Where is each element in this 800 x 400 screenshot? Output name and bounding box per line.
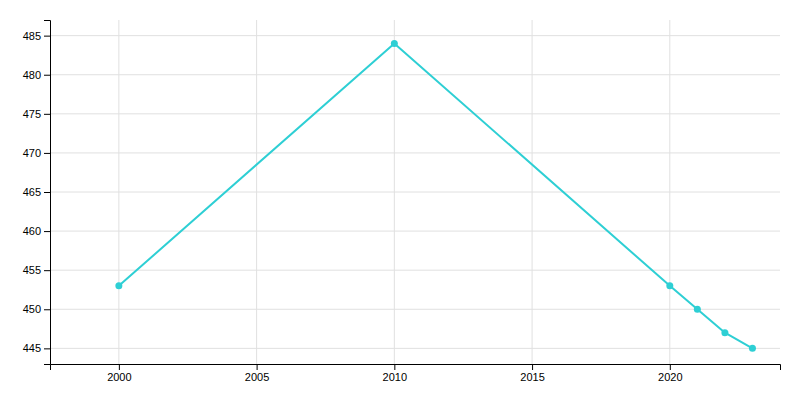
tick-mark (394, 364, 395, 370)
tick-mark (670, 364, 671, 370)
tick-label: 2010 (383, 371, 407, 383)
tick: 475 (23, 108, 50, 120)
tick: 450 (23, 303, 50, 315)
tick: 485 (23, 30, 50, 42)
tick-mark (44, 114, 50, 115)
tick-mark (44, 36, 50, 37)
tick: 2020 (658, 364, 682, 383)
tick-label: 2000 (107, 371, 131, 383)
tick-mark (532, 364, 533, 370)
tick-label: 2005 (245, 371, 269, 383)
tick: 460 (23, 225, 50, 237)
chart: 2000 2005 2010 2015 2020 445 450 455 460 465 470 47… (0, 0, 800, 400)
grid-line-y (50, 113, 780, 114)
y-axis: 445 450 455 460 465 470 475 480 485 (23, 21, 51, 365)
grid-line-y (50, 309, 780, 310)
tick-label: 455 (23, 264, 41, 276)
tick: 2010 (383, 364, 407, 383)
grid-line-y (50, 270, 780, 271)
tick-label: 485 (23, 30, 41, 42)
tick-mark (257, 364, 258, 370)
line (119, 43, 753, 348)
point (115, 282, 122, 289)
tick-label: 2015 (520, 371, 544, 383)
tick-label: 480 (23, 69, 41, 81)
point (749, 345, 756, 352)
tick: 2000 (107, 364, 131, 383)
point (721, 329, 728, 336)
grid-line-y (50, 74, 780, 75)
tick-mark (44, 192, 50, 193)
grid (50, 20, 780, 364)
tick: 480 (23, 69, 50, 81)
tick: 445 (23, 342, 50, 354)
x-axis-line (51, 365, 781, 371)
tick-mark (119, 364, 120, 370)
tick-mark (44, 270, 50, 271)
tick-label: 475 (23, 108, 41, 120)
tick-label: 2020 (658, 371, 682, 383)
tick-label: 465 (23, 186, 41, 198)
tick-label: 445 (23, 342, 41, 354)
marks (115, 40, 756, 352)
y-axis-line (44, 21, 51, 365)
x-axis: 2000 2005 2010 2015 2020 (51, 364, 781, 383)
tick: 2015 (520, 364, 544, 383)
tick-mark (44, 348, 50, 349)
tick-mark (44, 309, 50, 310)
point (391, 40, 398, 47)
tick-label: 450 (23, 303, 41, 315)
tick-label: 460 (23, 225, 41, 237)
point (666, 282, 673, 289)
tick-mark (44, 153, 50, 154)
point (694, 306, 701, 313)
tick-label: 470 (23, 147, 41, 159)
grid-line-y (50, 348, 780, 349)
tick: 2005 (245, 364, 269, 383)
tick-mark (44, 75, 50, 76)
tick: 455 (23, 264, 50, 276)
grid-line-y (50, 192, 780, 193)
tick: 470 (23, 147, 50, 159)
grid-line-y (50, 231, 780, 232)
grid-line-y (50, 35, 780, 36)
plot: 2000 2005 2010 2015 2020 445 450 455 460 465 470 47… (23, 20, 781, 383)
tick: 465 (23, 186, 50, 198)
tick-mark (44, 231, 50, 232)
grid-line-y (50, 152, 780, 153)
